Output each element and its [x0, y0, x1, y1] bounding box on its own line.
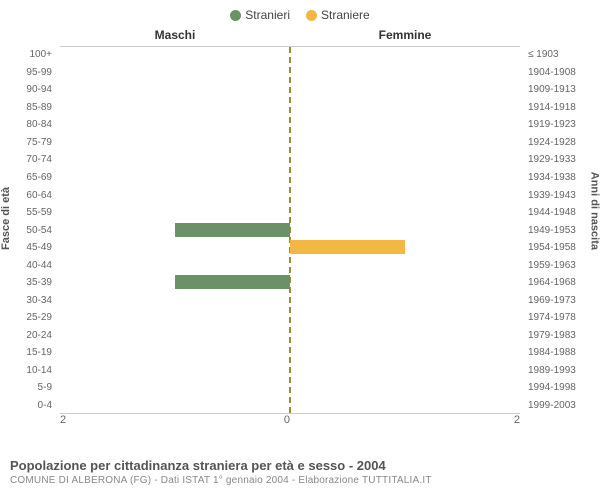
- birth-label: 1984-1988: [528, 344, 600, 362]
- bar-female: [290, 240, 405, 254]
- age-label: 50-54: [0, 221, 56, 239]
- column-header-left: Maschi: [60, 28, 290, 42]
- bar-row: [60, 273, 520, 290]
- age-label: 5-9: [0, 379, 56, 397]
- age-label: 85-89: [0, 99, 56, 117]
- bar-row: [60, 239, 520, 256]
- x-axis-right: 0 2: [290, 414, 520, 430]
- age-label: 35-39: [0, 274, 56, 292]
- plot-area: [60, 46, 520, 414]
- legend-label-male: Stranieri: [245, 8, 290, 22]
- age-label: 55-59: [0, 204, 56, 222]
- bar-row: [60, 291, 520, 308]
- bar-row: [60, 134, 520, 151]
- x-tick: 2: [60, 414, 66, 430]
- bar-row: [60, 204, 520, 221]
- bar-row: [60, 256, 520, 273]
- age-label: 40-44: [0, 256, 56, 274]
- birth-label: 1964-1968: [528, 274, 600, 292]
- legend-label-female: Straniere: [321, 8, 370, 22]
- birth-label: 1999-2003: [528, 397, 600, 415]
- birth-label: 1909-1913: [528, 81, 600, 99]
- birth-label: 1974-1978: [528, 309, 600, 327]
- bar-row: [60, 169, 520, 186]
- birth-label: 1934-1938: [528, 169, 600, 187]
- column-headers: Maschi Femmine: [60, 28, 520, 42]
- legend-swatch-male: [230, 10, 241, 21]
- y-labels-age: 100+95-9990-9485-8980-8475-7970-7465-696…: [0, 46, 56, 414]
- birth-label: 1924-1928: [528, 134, 600, 152]
- column-header-right: Femmine: [290, 28, 520, 42]
- x-tick: 2: [514, 414, 520, 430]
- bar-row: [60, 361, 520, 378]
- bar-row: [60, 99, 520, 116]
- x-axis-left: 2 0: [60, 414, 290, 430]
- bar-male: [175, 275, 290, 289]
- age-label: 65-69: [0, 169, 56, 187]
- age-label: 10-14: [0, 362, 56, 380]
- y-labels-birth: ≤ 19031904-19081909-19131914-19181919-19…: [524, 46, 600, 414]
- chart-subtitle: COMUNE DI ALBERONA (FG) - Dati ISTAT 1° …: [10, 475, 590, 486]
- age-label: 0-4: [0, 397, 56, 415]
- age-label: 70-74: [0, 151, 56, 169]
- birth-label: 1959-1963: [528, 256, 600, 274]
- birth-label: 1904-1908: [528, 64, 600, 82]
- birth-label: 1994-1998: [528, 379, 600, 397]
- birth-label: 1919-1923: [528, 116, 600, 134]
- bar-row: [60, 117, 520, 134]
- birth-label: 1949-1953: [528, 221, 600, 239]
- bar-row: [60, 395, 520, 412]
- age-label: 15-19: [0, 344, 56, 362]
- age-label: 25-29: [0, 309, 56, 327]
- chart-footer: Popolazione per cittadinanza straniera p…: [10, 458, 590, 486]
- age-label: 45-49: [0, 239, 56, 257]
- age-label: 95-99: [0, 64, 56, 82]
- birth-label: 1944-1948: [528, 204, 600, 222]
- age-label: 90-94: [0, 81, 56, 99]
- age-label: 80-84: [0, 116, 56, 134]
- legend-swatch-female: [306, 10, 317, 21]
- bar-row: [60, 186, 520, 203]
- bar-row: [60, 64, 520, 81]
- bar-row: [60, 47, 520, 64]
- chart-container: Stranieri Straniere Maschi Femmine Fasce…: [0, 0, 600, 500]
- age-label: 100+: [0, 46, 56, 64]
- age-label: 20-24: [0, 327, 56, 345]
- age-label: 30-34: [0, 291, 56, 309]
- birth-label: 1914-1918: [528, 99, 600, 117]
- birth-label: 1939-1943: [528, 186, 600, 204]
- legend: Stranieri Straniere: [0, 0, 600, 22]
- bar-row: [60, 343, 520, 360]
- bar-row: [60, 308, 520, 325]
- x-axis: 2 0 0 2: [60, 414, 520, 430]
- birth-label: 1929-1933: [528, 151, 600, 169]
- age-label: 60-64: [0, 186, 56, 204]
- birth-label: 1969-1973: [528, 291, 600, 309]
- bar-rows: [60, 47, 520, 413]
- bar-row: [60, 82, 520, 99]
- birth-label: 1989-1993: [528, 362, 600, 380]
- bar-male: [175, 223, 290, 237]
- bar-row: [60, 378, 520, 395]
- legend-item-male: Stranieri: [230, 8, 290, 22]
- bar-row: [60, 221, 520, 238]
- chart-title: Popolazione per cittadinanza straniera p…: [10, 458, 590, 473]
- legend-item-female: Straniere: [306, 8, 370, 22]
- age-label: 75-79: [0, 134, 56, 152]
- birth-label: 1979-1983: [528, 327, 600, 345]
- birth-label: 1954-1958: [528, 239, 600, 257]
- bar-row: [60, 152, 520, 169]
- bar-row: [60, 326, 520, 343]
- birth-label: ≤ 1903: [528, 46, 600, 64]
